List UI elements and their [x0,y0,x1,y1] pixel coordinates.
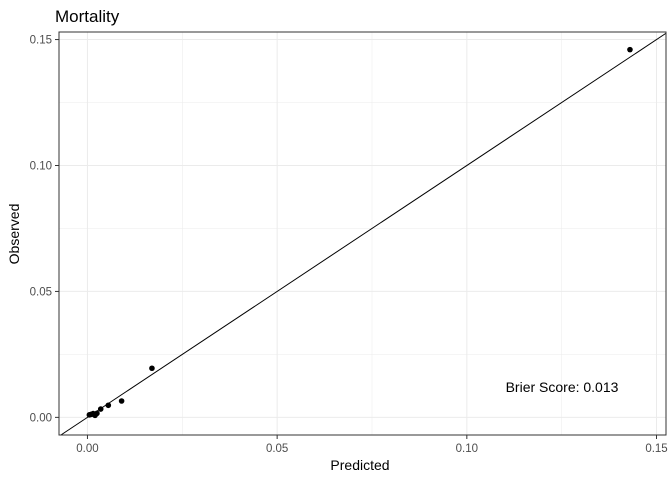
x-axis-title: Predicted [330,457,389,473]
data-point [149,365,155,372]
data-point [105,402,112,409]
data-point [627,46,633,53]
data-points [86,46,633,419]
x-tick-label: 0.10 [456,443,478,455]
y-tick-label: 0.05 [30,286,52,298]
data-point [118,398,125,404]
y-tick-label: 0.00 [30,412,52,424]
identity-line [60,32,667,436]
y-tick-label: 0.10 [30,160,52,172]
x-tick-label: 0.00 [76,443,98,455]
data-point [97,406,104,412]
brier-score-annotation: Brier Score: 0.013 [506,379,619,395]
chart-title: Mortality [55,7,120,26]
y-axis-title: Observed [6,204,22,265]
x-tick-label: 0.15 [645,443,667,455]
reference-line-group [60,32,667,436]
data-point [94,410,100,417]
x-tick-label: 0.05 [266,443,288,455]
x-axis-ticks: 0.00 0.05 0.10 0.15 [76,435,668,455]
y-axis-ticks: 0.00 0.05 0.10 0.15 [30,35,59,424]
plot-panel-border [58,31,667,436]
grid-lines [59,32,666,435]
y-tick-label: 0.15 [30,35,52,47]
